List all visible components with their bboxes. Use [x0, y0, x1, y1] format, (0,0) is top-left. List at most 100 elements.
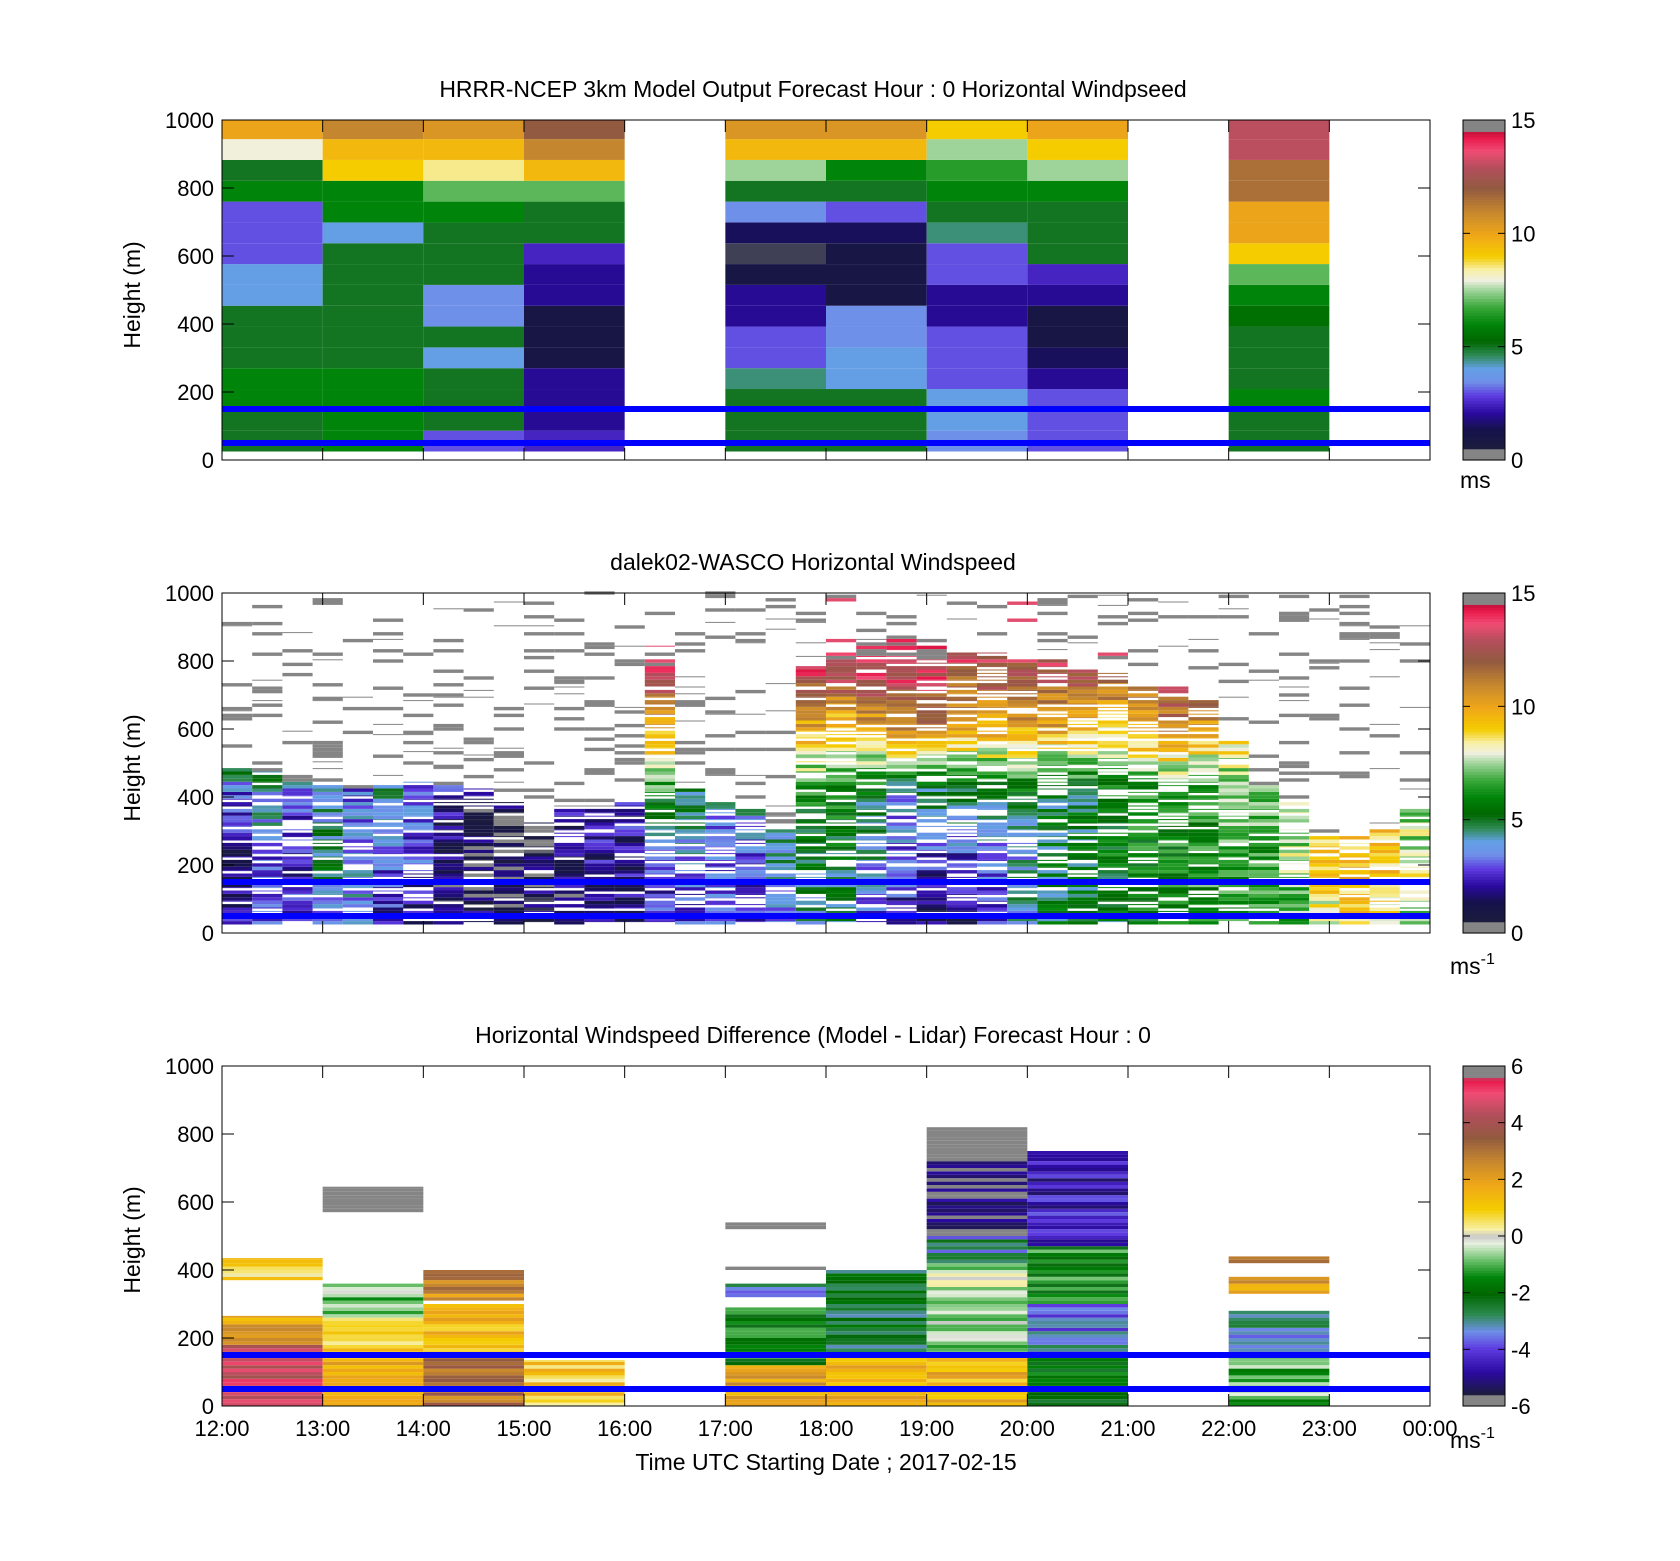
lidar-cell	[826, 839, 857, 841]
lidar-cell	[1007, 798, 1038, 800]
difference-cell	[1228, 1365, 1330, 1369]
difference-cell	[222, 1375, 323, 1379]
lidar-cell	[463, 795, 494, 797]
panel-difference: Horizontal Windspeed Difference (Model -…	[119, 1022, 1531, 1475]
lidar-cell	[373, 893, 404, 898]
lidar-cell	[403, 870, 434, 872]
lidar-cell	[433, 836, 464, 840]
lidar-cell	[886, 683, 917, 687]
colorbar-segment	[1463, 321, 1505, 325]
lidar-cell	[1188, 887, 1219, 891]
lidar-cell	[1007, 907, 1038, 911]
lidar-cell	[675, 720, 706, 722]
lidar-cell	[675, 815, 706, 820]
lidar-cell	[856, 866, 887, 871]
lidar-cell	[705, 768, 736, 772]
lidar-cell	[312, 720, 343, 724]
lidar-cell	[342, 917, 373, 922]
colorbar-segment	[1463, 273, 1505, 277]
lidar-cell	[1188, 870, 1219, 874]
lidar-cell	[1128, 778, 1159, 780]
lidar-cell	[1158, 815, 1189, 817]
lidar-cell	[1218, 859, 1249, 864]
lidar-cell	[977, 662, 1008, 667]
lidar-cell	[1158, 839, 1189, 841]
colorbar-segment	[1463, 641, 1505, 645]
colorbar-segment	[1463, 443, 1505, 447]
lidar-cell	[1007, 696, 1038, 701]
lidar-cell	[342, 846, 373, 848]
lidar-cell	[373, 904, 404, 908]
lidar-cell	[826, 870, 857, 874]
lidar-cell	[1128, 873, 1159, 877]
lidar-cell	[524, 866, 555, 871]
lidar-cell	[1399, 625, 1430, 627]
lidar-cell	[1097, 754, 1128, 758]
lidar-cell	[463, 774, 494, 779]
lidar-cell	[977, 873, 1008, 877]
lidar-cell	[1128, 788, 1159, 790]
difference-cell	[826, 1276, 927, 1281]
lidar-cell	[977, 798, 1008, 800]
lidar-cell	[856, 771, 887, 775]
lidar-cell	[1188, 713, 1219, 715]
difference-cell	[926, 1253, 1028, 1257]
colorbar-segment	[1463, 1176, 1505, 1180]
lidar-cell	[1097, 744, 1128, 748]
colorbar-segment	[1463, 377, 1505, 382]
lidar-cell	[222, 876, 253, 881]
colorbar-segment	[1463, 202, 1505, 206]
lidar-cell	[795, 740, 826, 745]
lidar-cell	[856, 832, 887, 834]
difference-cell	[926, 1327, 1028, 1332]
lidar-cell	[373, 812, 404, 816]
lidar-cell	[977, 717, 1008, 719]
colorbar-segment	[1463, 774, 1505, 778]
colorbar-segment	[1463, 315, 1505, 319]
lidar-cell	[644, 611, 675, 616]
colorbar-segment	[1463, 850, 1505, 855]
lidar-cell	[282, 900, 313, 905]
lidar-cell	[1007, 808, 1038, 813]
panel-lidar-title: dalek02-WASCO Horizontal Windspeed	[610, 549, 1016, 575]
lidar-cell	[977, 802, 1008, 806]
lidar-cell	[856, 842, 887, 844]
difference-cell	[926, 1378, 1028, 1383]
x-tick-label: 23:00	[1302, 1416, 1357, 1441]
lidar-cell	[1097, 795, 1128, 797]
lidar-cell	[554, 910, 585, 915]
colorbar-segment	[1463, 1162, 1505, 1166]
lidar-cell	[1339, 751, 1370, 755]
colorbar-segment	[1463, 176, 1505, 181]
lidar-cell	[1128, 832, 1159, 837]
lidar-cell	[312, 842, 343, 844]
lidar-cell	[886, 897, 917, 901]
lidar-cell	[977, 897, 1008, 901]
lidar-cell	[946, 730, 977, 735]
lidar-cell	[1007, 761, 1038, 765]
lidar-cell	[826, 836, 857, 840]
lidar-cell	[946, 819, 977, 821]
lidar-cell	[1218, 781, 1249, 786]
lidar-cell	[735, 873, 766, 877]
lidar-cell	[644, 808, 675, 810]
lidar-cell	[403, 734, 434, 736]
lidar-cell	[705, 853, 736, 855]
lidar-cell	[765, 836, 796, 840]
difference-cell	[1027, 1212, 1128, 1216]
lidar-cell	[1158, 774, 1189, 779]
lidar-cell	[1248, 870, 1279, 874]
lidar-cell	[886, 662, 917, 664]
lidar-cell	[222, 853, 253, 857]
lidar-cell	[614, 890, 645, 892]
lidar-cell	[1188, 778, 1219, 782]
lidar-cell	[1218, 812, 1249, 814]
difference-cell	[222, 1338, 323, 1342]
lidar-cell	[1218, 907, 1249, 909]
lidar-cell	[1309, 836, 1340, 840]
difference-cell	[826, 1317, 927, 1321]
lidar-cell	[1097, 890, 1128, 894]
lidar-cell	[282, 672, 313, 677]
model-cell	[423, 180, 524, 202]
